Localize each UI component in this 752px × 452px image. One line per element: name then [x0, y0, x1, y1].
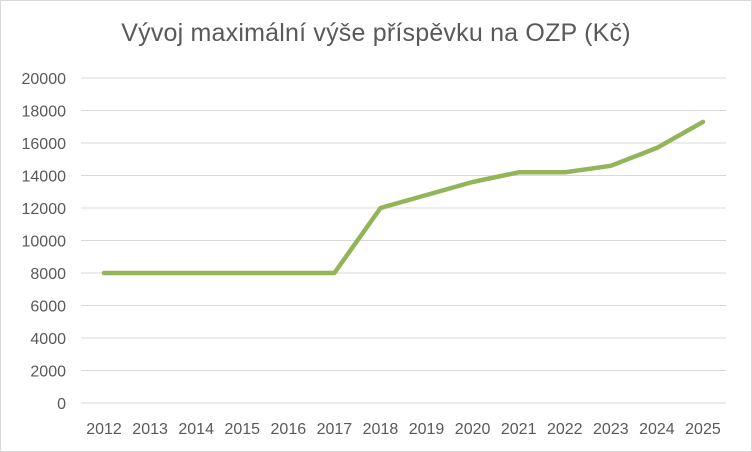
y-tick-label: 20000 [22, 71, 67, 88]
y-tick-label: 18000 [22, 104, 67, 121]
series-line [101, 119, 706, 276]
y-tick-label: 12000 [22, 201, 67, 218]
x-tick-label: 2023 [593, 421, 629, 438]
x-tick-label: 2015 [224, 421, 260, 438]
x-tick-label: 2024 [639, 421, 675, 438]
y-tick-label: 6000 [30, 299, 66, 316]
x-tick-label: 2022 [547, 421, 583, 438]
y-tick-label: 16000 [22, 136, 67, 153]
x-tick-label: 2017 [317, 421, 353, 438]
chart-title: Vývoj maximální výše příspěvku na OZP (K… [121, 19, 631, 47]
x-tick-label: 2021 [501, 421, 537, 438]
x-tick-label: 2025 [685, 421, 721, 438]
x-tick-label: 2019 [409, 421, 445, 438]
x-tick-label: 2016 [271, 421, 307, 438]
x-tick-label: 2012 [86, 421, 122, 438]
x-tick-label: 2020 [455, 421, 491, 438]
x-tick-label: 2018 [363, 421, 399, 438]
x-tick-label: 2014 [178, 421, 214, 438]
y-tick-label: 2000 [30, 364, 66, 381]
y-tick-label: 0 [57, 396, 66, 413]
y-tick-label: 14000 [22, 169, 67, 186]
y-tick-label: 8000 [30, 266, 66, 283]
y-tick-label: 10000 [22, 234, 67, 251]
y-tick-label: 4000 [30, 331, 66, 348]
x-tick-label: 2013 [132, 421, 168, 438]
